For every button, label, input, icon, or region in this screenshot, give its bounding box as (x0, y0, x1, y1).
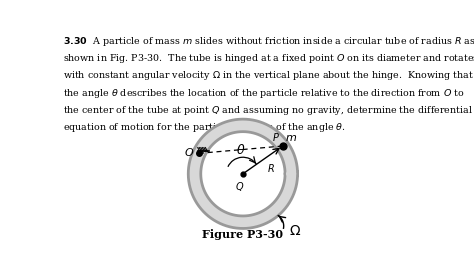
Text: $m$: $m$ (285, 133, 297, 143)
Text: $\Omega$: $\Omega$ (289, 224, 301, 238)
Text: $R$: $R$ (266, 162, 274, 175)
Text: Figure P3-30: Figure P3-30 (202, 229, 283, 240)
Text: $\mathbf{3.30}$  A particle of mass $m$ slides without friction inside a circula: $\mathbf{3.30}$ A particle of mass $m$ s… (63, 35, 474, 134)
Text: $Q$: $Q$ (235, 180, 245, 193)
Text: $O$: $O$ (183, 146, 194, 158)
Text: $\theta$: $\theta$ (236, 143, 246, 157)
Text: $P$: $P$ (272, 131, 279, 143)
